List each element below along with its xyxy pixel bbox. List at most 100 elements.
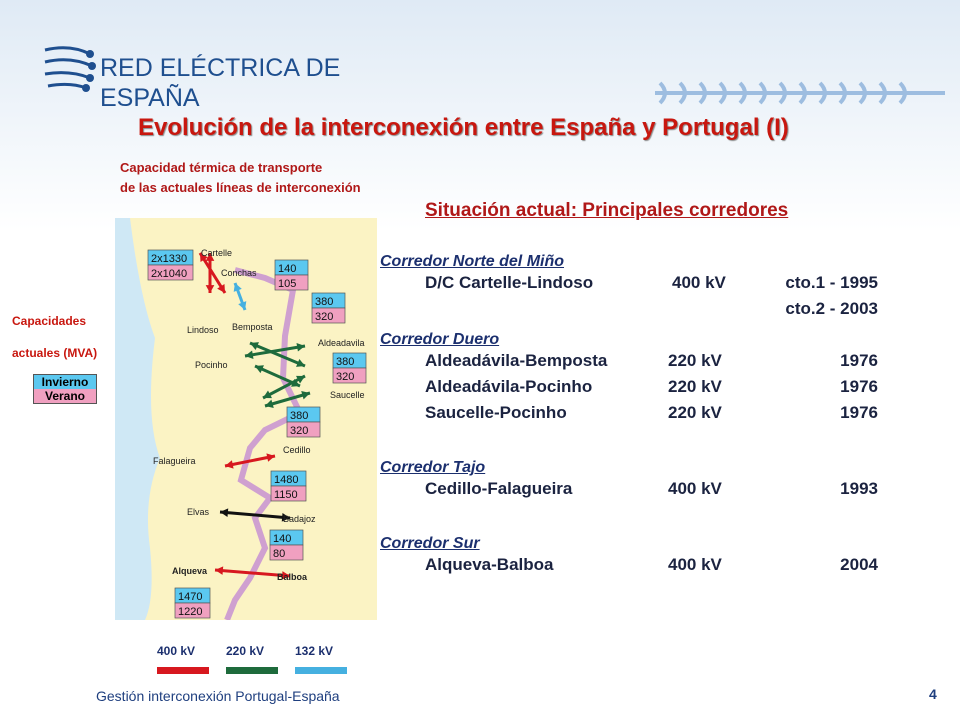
capacity-winter: 1470 [178, 591, 202, 603]
arrow-head [238, 301, 247, 310]
line-name: Saucelle-Pocinho [425, 403, 567, 422]
legend-title: Capacidades [12, 314, 87, 328]
arrow-head [263, 390, 272, 399]
arrow-head [265, 399, 274, 408]
arrow [262, 374, 306, 400]
line-voltage: 400 kV [668, 555, 722, 574]
line-date: 2004 [840, 555, 878, 574]
capacity-winter: 380 [336, 356, 354, 368]
capacity-winter: 380 [290, 410, 308, 422]
section-heading: Situación actual: Principales corredores [425, 200, 789, 221]
arrow-head [217, 284, 225, 293]
capacity-winter: 380 [315, 296, 333, 308]
corridor-name: Corredor Duero [380, 331, 500, 348]
place-label: Pocinho [195, 360, 228, 370]
company-name: RED ELÉCTRICA DE [100, 54, 341, 82]
arrow [219, 510, 291, 520]
arrow-head [281, 513, 290, 522]
capacity-summer-box [147, 264, 194, 281]
corridor-name: Corredor Sur [380, 535, 480, 552]
arrow-head [205, 253, 215, 261]
place-label: Aldeadavila [318, 338, 365, 348]
capacity-summer-box [269, 544, 304, 561]
line-voltage: 220 kV [668, 377, 722, 396]
line-name: Alqueva-Balboa [425, 555, 554, 574]
capacity-summer: 2x1040 [151, 268, 187, 280]
place-label: Balboa [277, 572, 308, 582]
arrow-head [225, 460, 234, 469]
line-name: D/C Cartelle-Lindoso [425, 273, 594, 292]
logo [44, 46, 96, 92]
arrow-head [296, 343, 305, 352]
place-label: Falagueira [153, 456, 196, 466]
voltage-label: 132 kV [295, 644, 334, 658]
voltage-swatch [226, 667, 278, 674]
arrow [249, 341, 306, 368]
capacity-summer: 80 [273, 548, 285, 560]
line-voltage: 220 kV [668, 351, 722, 370]
arrow-head [296, 375, 305, 384]
arrow-head [215, 566, 224, 575]
line-date: 1976 [840, 377, 878, 396]
arrow-head [291, 378, 300, 387]
capacity-winter: 2x1330 [151, 253, 187, 265]
legend-title: actuales (MVA) [12, 346, 98, 360]
line-voltage: 220 kV [668, 403, 722, 422]
capacity-summer-box [332, 367, 367, 384]
legend-winter: Invierno [34, 375, 96, 389]
capacity-winter: 1480 [274, 474, 298, 486]
capacity-summer: 1220 [178, 606, 202, 618]
capacity-summer: 320 [290, 425, 308, 437]
line-date: 1993 [840, 479, 878, 498]
capacity-summer: 320 [336, 371, 354, 383]
legend-box: Invierno Verano [33, 374, 97, 404]
place-label: Conchas [221, 268, 257, 278]
line-voltage: 400 kV [668, 479, 722, 498]
line-date: cto.1 - 1995 [785, 273, 878, 292]
corridor-name: Corredor Tajo [380, 459, 486, 476]
arrow-head [200, 253, 208, 262]
line-date: cto.2 - 2003 [785, 299, 878, 318]
map-caption: Capacidad térmica de transporte [120, 160, 323, 175]
arrow-head [255, 365, 264, 374]
line-voltage: 400 kV [672, 273, 726, 292]
capacity-winter: 140 [278, 263, 296, 275]
map: Cartelle Conchas Lindoso Bemposta Aldeadavil… [115, 218, 377, 620]
capacity-summer: 105 [278, 278, 296, 290]
place-label: Cedillo [283, 445, 311, 455]
page-number: 4 [929, 686, 937, 702]
capacity-summer: 1150 [274, 489, 298, 501]
company-name: ESPAÑA [100, 84, 200, 112]
arrow-head [266, 453, 275, 462]
arrow [224, 454, 276, 468]
capacity-summer-box [270, 485, 307, 502]
capacity-summer-box [286, 421, 321, 438]
capacity-summer-box [311, 307, 346, 324]
capacity-winter: 140 [273, 533, 291, 545]
arrow-head [220, 508, 229, 517]
arrow-head [250, 342, 259, 351]
title: Evolución de la interconexión entre Espa… [138, 114, 789, 141]
voltage-label: 400 kV [157, 644, 196, 658]
corridor-name: Corredor Norte del Miño [380, 253, 565, 270]
arrow [244, 344, 306, 358]
capacity-summer-box [174, 602, 211, 619]
map-caption: de las actuales líneas de interconexión [120, 180, 361, 195]
voltage-swatch [295, 667, 347, 674]
arrow-head [205, 285, 215, 293]
line-date: 1976 [840, 403, 878, 422]
place-label: Saucelle [330, 390, 365, 400]
line-name: Aldeadávila-Bemposta [425, 351, 608, 370]
arrow [214, 568, 291, 578]
voltage-label: 220 kV [226, 644, 265, 658]
place-label: Alqueva [172, 566, 208, 576]
line-name: Cedillo-Falagueira [425, 479, 573, 498]
arrow-head [233, 283, 242, 292]
place-label: Cartelle [201, 248, 232, 258]
capacity-summer: 320 [315, 311, 333, 323]
legend-summer: Verano [34, 389, 96, 403]
decoration [655, 81, 945, 105]
line-date: 1976 [840, 351, 878, 370]
place-label: Lindoso [187, 325, 219, 335]
